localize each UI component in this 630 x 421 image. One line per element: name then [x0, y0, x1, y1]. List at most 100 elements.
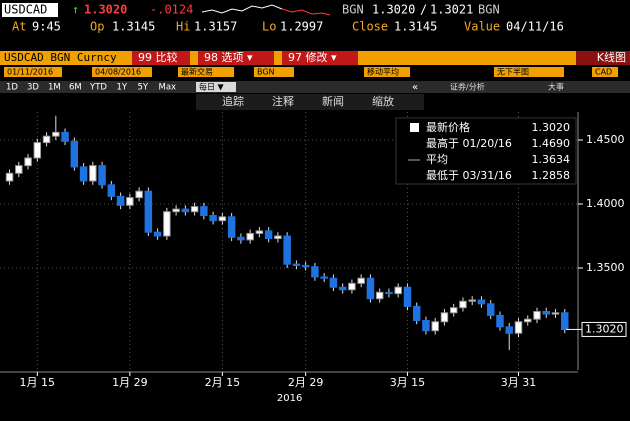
- quote-label: Hi: [176, 20, 190, 34]
- setting-text[interactable]: 最新交易: [181, 67, 213, 77]
- candle-body: [98, 165, 106, 186]
- tool-button[interactable]: 注释: [272, 94, 294, 108]
- setting-field[interactable]: [364, 67, 410, 77]
- range-button[interactable]: 5Y: [138, 83, 149, 93]
- candle-body: [33, 142, 42, 159]
- candle-body: [209, 215, 217, 222]
- candle-body: [264, 230, 273, 240]
- range-button[interactable]: 1D: [6, 83, 18, 93]
- quote-label: At: [12, 20, 26, 34]
- candle-body: [218, 216, 227, 222]
- setting-field[interactable]: [254, 67, 294, 77]
- candle-body: [486, 303, 495, 316]
- candle-body: [89, 165, 97, 182]
- candle-body: [15, 165, 23, 174]
- tool-button[interactable]: 缩放: [372, 94, 394, 108]
- candle-body: [301, 264, 310, 268]
- candle-body: [79, 166, 88, 182]
- candle-body: [116, 195, 125, 206]
- candle-body: [431, 321, 439, 332]
- sparkline: [201, 4, 283, 14]
- candle-body: [42, 135, 51, 144]
- events[interactable]: 大事: [548, 82, 564, 92]
- quote-value: 9:45: [32, 20, 61, 34]
- x-tick-label: 1月 15: [20, 376, 56, 389]
- x-tick-label: 3月 15: [390, 376, 426, 389]
- candle-body: [283, 235, 291, 265]
- range-button[interactable]: Max: [159, 83, 177, 93]
- info-value: 1.2858: [532, 169, 571, 182]
- candle-body: [311, 266, 319, 278]
- setting-text[interactable]: 01/11/2016: [7, 68, 53, 77]
- info-label: 平均: [426, 153, 448, 166]
- setting-text[interactable]: BGN: [257, 68, 275, 77]
- setting-text[interactable]: 04/08/2016: [95, 68, 141, 77]
- tool-button[interactable]: 追踪: [222, 94, 244, 108]
- candle-body: [385, 291, 393, 295]
- x-tick-label: 3月 31: [501, 376, 537, 389]
- candle-body: [357, 277, 365, 284]
- ask: 1.3021: [430, 3, 473, 17]
- info-label: 最新价格: [426, 120, 470, 134]
- candle-body: [274, 235, 282, 240]
- menu-button[interactable]: [132, 51, 190, 65]
- setting-text[interactable]: CAD: [595, 68, 612, 77]
- candle-body: [107, 184, 116, 197]
- security: USDCAD BGN Curncy: [4, 51, 117, 64]
- chart-type[interactable]: K线图: [597, 50, 626, 64]
- menu-button[interactable]: [198, 51, 274, 65]
- y-tick-label: 1.3500: [586, 261, 625, 274]
- info-label: 最低于 03/31/16: [426, 169, 512, 182]
- candle-body: [348, 282, 356, 291]
- range-button[interactable]: 1Y: [117, 83, 128, 93]
- candle-body: [366, 277, 375, 300]
- x-tick-label: 2月 15: [205, 376, 241, 389]
- range-button[interactable]: 3D: [27, 83, 39, 93]
- analysis[interactable]: 证券/分析: [450, 82, 485, 92]
- chart-type-box[interactable]: [576, 51, 630, 65]
- setting-text[interactable]: 移动平均: [367, 67, 399, 77]
- candle-body: [403, 286, 412, 307]
- back[interactable]: «: [412, 82, 418, 93]
- menu-item[interactable]: 98 选项 ▾: [204, 51, 253, 64]
- range-button[interactable]: 6M: [69, 83, 82, 93]
- candle-body: [24, 157, 32, 167]
- menu-button[interactable]: [282, 51, 358, 65]
- candle-body: [329, 277, 338, 288]
- candle-body: [237, 236, 245, 241]
- quote-value: 04/11/16: [506, 20, 564, 34]
- quote-value: 1.3145: [394, 20, 437, 34]
- setting-text[interactable]: 无下半图: [497, 67, 529, 77]
- setting-field[interactable]: [178, 67, 234, 77]
- bid: 1.3020: [372, 3, 415, 17]
- menu-item[interactable]: 99 比较: [138, 50, 178, 64]
- setting-field[interactable]: [494, 67, 564, 77]
- candle-body: [422, 319, 430, 332]
- period-box[interactable]: [196, 82, 236, 92]
- range-button[interactable]: 1M: [48, 83, 61, 93]
- menu-item[interactable]: 97 修改 ▾: [288, 50, 337, 64]
- candle-body: [320, 276, 328, 279]
- sparkline-tail: [281, 8, 331, 16]
- setting-field[interactable]: [592, 67, 618, 77]
- range-button[interactable]: YTD: [89, 83, 107, 93]
- candle-body: [533, 311, 541, 320]
- candle-body: [5, 172, 14, 182]
- change: -.0124: [150, 3, 193, 17]
- candle-body: [459, 300, 467, 309]
- quote-label: Lo: [262, 20, 276, 34]
- setting-field[interactable]: [4, 67, 62, 77]
- period[interactable]: 每日 ▼: [199, 82, 225, 92]
- tool-button[interactable]: 新闻: [322, 94, 344, 108]
- last-price-tag: [581, 321, 627, 337]
- last-price: 1.3020: [84, 3, 127, 17]
- info-value: 1.3634: [532, 153, 571, 166]
- candle-body: [542, 311, 550, 315]
- candle-body: [505, 326, 513, 334]
- setting-field[interactable]: [92, 67, 152, 77]
- info-value: 1.3020: [532, 121, 571, 134]
- y-tick-label: 1.4000: [586, 197, 625, 210]
- candle-body: [144, 190, 153, 233]
- arrow: ↑: [72, 3, 79, 17]
